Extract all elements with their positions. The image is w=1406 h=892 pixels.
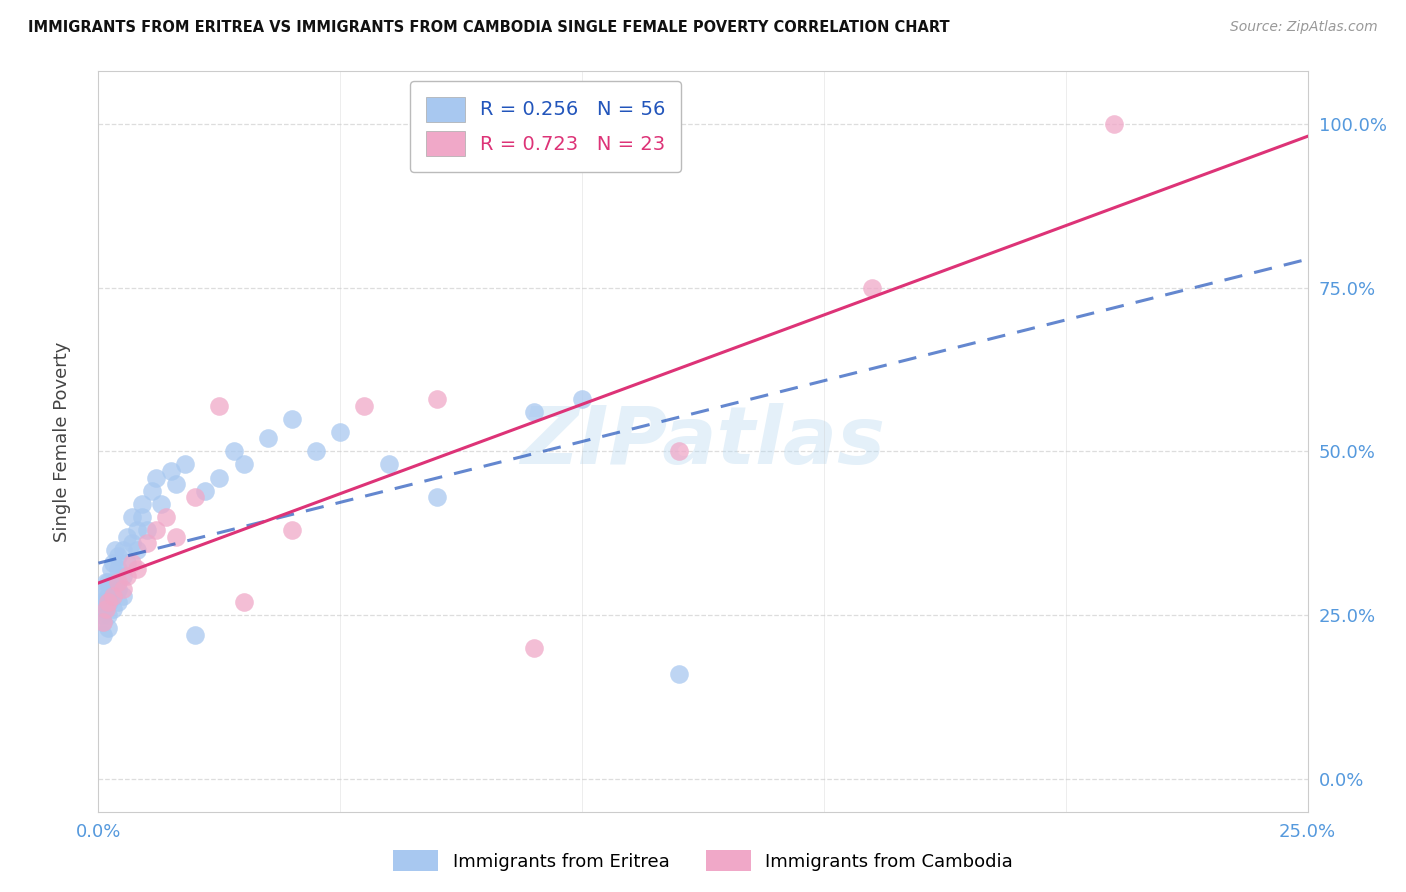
Point — [117, 530, 139, 544]
Legend: Immigrants from Eritrea, Immigrants from Cambodia: Immigrants from Eritrea, Immigrants from… — [385, 843, 1021, 879]
Point — [165, 477, 187, 491]
Point — [121, 536, 143, 550]
Point — [184, 490, 207, 504]
Point — [101, 589, 124, 603]
Point — [1102, 117, 1125, 131]
Point — [107, 549, 129, 564]
Point — [155, 509, 177, 524]
Point — [91, 589, 114, 603]
Point — [93, 601, 115, 615]
Point — [135, 536, 157, 550]
Point — [571, 392, 593, 406]
Y-axis label: Single Female Poverty: Single Female Poverty — [52, 342, 70, 541]
Point — [111, 582, 134, 596]
Point — [150, 497, 173, 511]
Point — [103, 575, 125, 590]
Point — [107, 595, 129, 609]
Point — [353, 399, 375, 413]
Point — [91, 615, 114, 629]
Point — [131, 497, 153, 511]
Point — [141, 483, 163, 498]
Point — [145, 523, 167, 537]
Legend: R = 0.256   N = 56, R = 0.723   N = 23: R = 0.256 N = 56, R = 0.723 N = 23 — [411, 81, 682, 172]
Text: IMMIGRANTS FROM ERITREA VS IMMIGRANTS FROM CAMBODIA SINGLE FEMALE POVERTY CORREL: IMMIGRANTS FROM ERITREA VS IMMIGRANTS FR… — [28, 20, 949, 35]
Point — [91, 608, 114, 623]
Point — [426, 392, 449, 406]
Point — [232, 595, 254, 609]
Point — [184, 628, 207, 642]
Point — [101, 589, 124, 603]
Point — [97, 608, 120, 623]
Point — [107, 575, 129, 590]
Point — [668, 444, 690, 458]
Point — [256, 431, 278, 445]
Point — [101, 556, 124, 570]
Point — [165, 530, 187, 544]
Point — [107, 562, 129, 576]
Text: ZIPatlas: ZIPatlas — [520, 402, 886, 481]
Point — [94, 601, 117, 615]
Point — [107, 582, 129, 596]
Point — [97, 589, 120, 603]
Point — [860, 280, 883, 294]
Point — [523, 405, 546, 419]
Point — [174, 458, 197, 472]
Point — [94, 595, 117, 609]
Point — [90, 595, 112, 609]
Point — [135, 523, 157, 537]
Point — [305, 444, 328, 458]
Point — [208, 399, 231, 413]
Point — [121, 509, 143, 524]
Point — [97, 621, 120, 635]
Point — [208, 470, 231, 484]
Point — [91, 628, 114, 642]
Point — [101, 601, 124, 615]
Point — [426, 490, 449, 504]
Point — [131, 509, 153, 524]
Text: Source: ZipAtlas.com: Source: ZipAtlas.com — [1230, 20, 1378, 34]
Point — [222, 444, 245, 458]
Point — [97, 575, 120, 590]
Point — [668, 667, 690, 681]
Point — [127, 523, 149, 537]
Point — [127, 562, 149, 576]
Point — [94, 575, 117, 590]
Point — [194, 483, 217, 498]
Point — [127, 542, 149, 557]
Point — [117, 569, 139, 583]
Point — [232, 458, 254, 472]
Point — [98, 595, 121, 609]
Point — [377, 458, 399, 472]
Point — [111, 589, 134, 603]
Point — [117, 556, 139, 570]
Point — [281, 411, 304, 425]
Point — [96, 582, 118, 596]
Point — [121, 556, 143, 570]
Point — [111, 569, 134, 583]
Point — [160, 464, 183, 478]
Point — [281, 523, 304, 537]
Point — [97, 595, 120, 609]
Point — [145, 470, 167, 484]
Point — [104, 542, 127, 557]
Point — [91, 615, 114, 629]
Point — [329, 425, 352, 439]
Point — [111, 542, 134, 557]
Point — [523, 640, 546, 655]
Point — [100, 562, 122, 576]
